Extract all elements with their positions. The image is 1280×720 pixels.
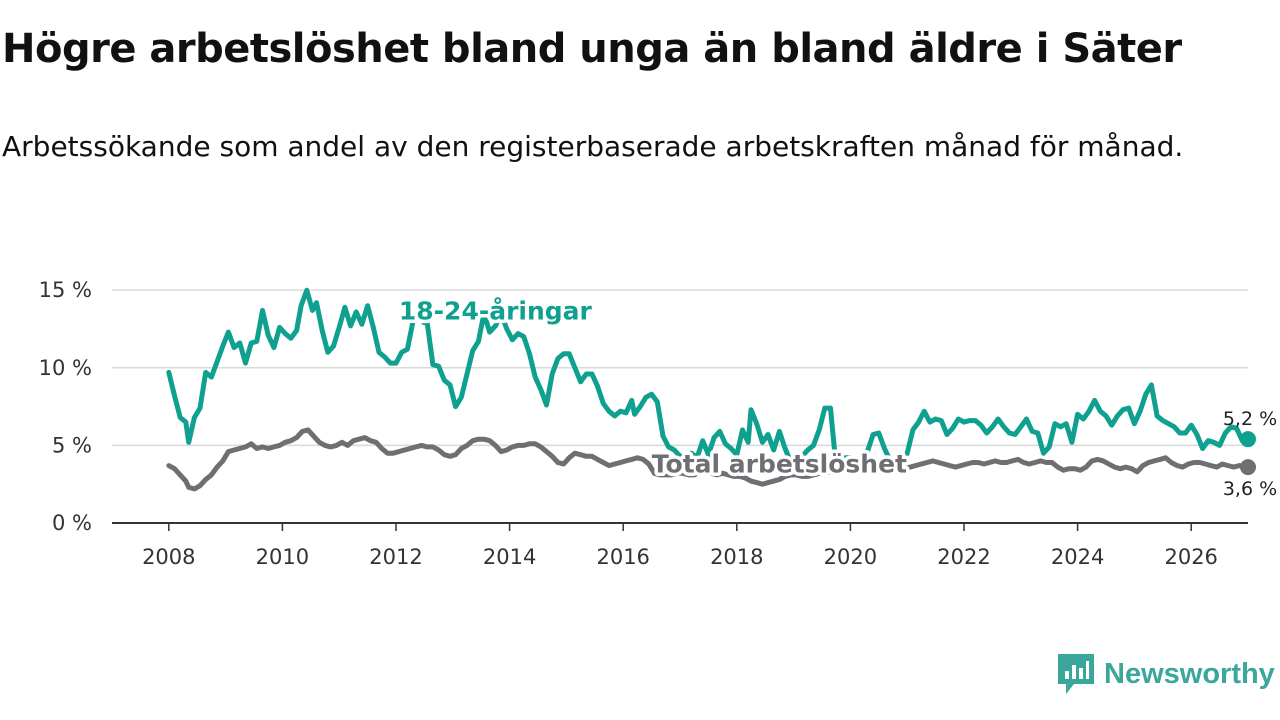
series-line-1: [166, 427, 1251, 492]
axes: 0 % 5 % 10 % 15 % 2008 2010 2012 2014 2016 2018 20…: [39, 278, 1248, 569]
series-lines: [166, 287, 1256, 492]
x-tick-label: 2022: [937, 545, 990, 569]
x-tick-label: 2008: [142, 545, 195, 569]
end-value-label-0: 5,2 %: [1223, 408, 1277, 430]
x-tick-label: 2014: [483, 545, 536, 569]
series-labels: 5,2 % 18-24-åringar 3,6 % Total arbetslöshe…: [395, 293, 1277, 500]
brand-name: Newsworthy: [1104, 657, 1275, 690]
end-value-label-1: 3,6 %: [1223, 478, 1277, 500]
x-tick-label: 2010: [256, 545, 309, 569]
y-tick-label: 15 %: [39, 278, 92, 302]
chart-title: Högre arbetslöshet bland unga än bland ä…: [2, 26, 1182, 72]
x-tick-label: 2024: [1051, 545, 1104, 569]
grid-lines: [112, 289, 1248, 447]
y-tick-label: 0 %: [52, 511, 92, 535]
y-tick-label: 10 %: [39, 356, 92, 380]
series-label-0: 18-24-åringar: [399, 297, 593, 326]
chart-subtitle: Arbetssökande som andel av den registerb…: [2, 130, 1184, 163]
x-tick-label: 2012: [369, 545, 422, 569]
end-point-0: [1240, 431, 1256, 448]
series-line-0: [166, 287, 1251, 476]
y-tick-label: 5 %: [52, 433, 92, 457]
x-tick-label: 2016: [596, 545, 649, 569]
x-tick-label: 2018: [710, 545, 763, 569]
newsworthy-logo-icon: [1058, 654, 1094, 694]
newsworthy-brand: Newsworthy: [1058, 654, 1275, 694]
x-tick-label: 2020: [824, 545, 877, 569]
series-label-1: Total arbetslöshet: [652, 450, 907, 479]
end-point-1: [1240, 459, 1256, 476]
x-tick-label: 2026: [1164, 545, 1217, 569]
